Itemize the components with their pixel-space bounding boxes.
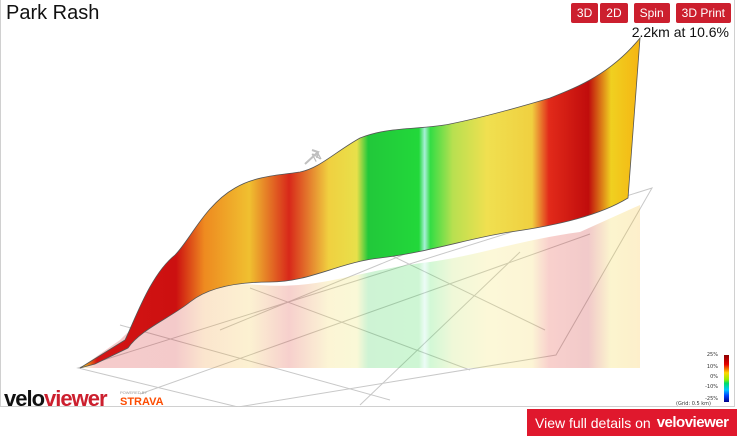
2d-button[interactable]: 2D xyxy=(600,3,628,23)
elevation-reflection xyxy=(80,205,640,368)
powered-by-label: POWERED BY xyxy=(120,390,148,395)
elevation-3d-view[interactable]: N xyxy=(0,0,737,407)
legend-label: 0% xyxy=(710,374,718,380)
gradient-scale-bar xyxy=(724,355,729,402)
legend-label: -10% xyxy=(705,384,718,390)
spin-button[interactable]: Spin xyxy=(633,3,670,23)
veloviewer-logo[interactable]: veloviewer xyxy=(4,386,108,412)
climb-stat: 2.2km at 10.6% xyxy=(631,24,729,40)
elevation-profile xyxy=(79,36,641,369)
3d-button[interactable]: 3D xyxy=(570,3,599,23)
legend-label: 10% xyxy=(706,364,718,370)
view-mode-toggle: 3D 2D xyxy=(570,3,628,23)
gradient-legend: 25% 10% 0% -10% -25% xyxy=(684,352,734,404)
cta-brand: veloviewer xyxy=(656,414,729,431)
logo-part-viewer: viewer xyxy=(44,386,107,411)
viewer-frame xyxy=(0,0,735,407)
legend-label: 25% xyxy=(706,352,718,358)
north-arrow-icon: N xyxy=(304,148,324,165)
view-full-details-button[interactable]: View full details on veloviewer xyxy=(527,409,737,436)
legend-label: -25% xyxy=(705,396,718,402)
cta-text: View full details on xyxy=(535,414,651,431)
3d-print-button[interactable]: 3D Print xyxy=(675,3,731,23)
grid-scale-note: (Grid: 0.5 km) xyxy=(676,401,711,407)
page-title: Park Rash xyxy=(6,2,100,24)
view-toolbar: 3D 2D Spin 3D Print xyxy=(570,3,731,23)
strava-logo[interactable]: STRAVA xyxy=(120,396,164,408)
logo-part-velo: velo xyxy=(4,386,45,411)
